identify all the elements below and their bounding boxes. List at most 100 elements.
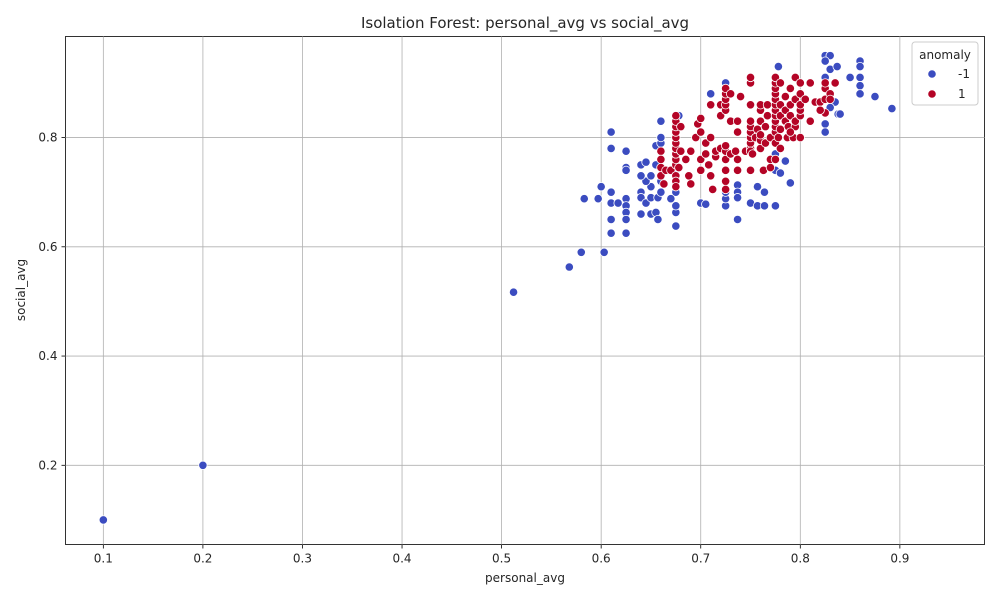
data-point (701, 149, 711, 159)
data-point (770, 201, 781, 211)
x-axis-ticks: 0.1 0.2 0.3 0.4 0.5 0.6 0.7 0.8 0.9 (94, 544, 909, 566)
data-point (646, 171, 656, 181)
data-point (730, 146, 741, 156)
data-point (696, 113, 706, 124)
data-point (676, 122, 686, 132)
data-point (745, 116, 756, 126)
data-point (820, 127, 830, 137)
data-point (759, 201, 770, 211)
data-point (596, 182, 606, 192)
data-point (721, 141, 731, 151)
data-point (674, 162, 684, 173)
data-point (593, 194, 603, 204)
plot-area (65, 36, 985, 545)
data-point (636, 171, 646, 181)
data-point (701, 199, 711, 209)
data-point (706, 89, 716, 99)
data-point (773, 61, 783, 72)
data-point (636, 209, 646, 219)
data-point (775, 124, 785, 134)
y-tick-label: 0.8 (38, 131, 57, 145)
legend-marker (927, 69, 937, 79)
data-point (870, 91, 880, 102)
data-point (656, 187, 666, 197)
legend-title: anomaly (919, 48, 971, 62)
legend-marker (927, 89, 937, 99)
data-point (805, 78, 815, 88)
data-point (613, 198, 623, 208)
legend: anomaly -1 1 (911, 41, 979, 106)
data-point (579, 194, 589, 204)
data-point (775, 78, 785, 88)
data-point (564, 262, 574, 272)
data-point (770, 154, 781, 165)
data-point (785, 83, 795, 93)
data-point (621, 228, 631, 238)
data-point (775, 143, 785, 154)
data-point (732, 165, 743, 175)
x-axis-label: personal_avg (485, 571, 565, 585)
data-point (759, 187, 770, 197)
data-point (684, 171, 694, 181)
data-point (666, 194, 676, 204)
data-point (676, 146, 686, 156)
data-point (606, 187, 616, 197)
data-point (671, 221, 681, 231)
data-point (656, 154, 666, 165)
data-point (681, 154, 691, 165)
data-point (686, 179, 696, 189)
data-point (721, 176, 731, 186)
data-point (706, 100, 716, 110)
data-point (855, 61, 865, 72)
data-point (726, 89, 736, 99)
data-point (706, 132, 716, 143)
data-point (696, 165, 706, 175)
data-point (606, 214, 616, 225)
data-point (832, 61, 842, 72)
data-point (855, 89, 865, 99)
data-point (762, 111, 773, 121)
data-point (656, 116, 666, 126)
data-point (805, 116, 815, 126)
data-point (599, 247, 609, 257)
data-point (732, 154, 743, 165)
data-point (815, 105, 825, 115)
data-point (198, 460, 208, 470)
y-tick-label: 0.2 (38, 458, 57, 472)
data-point (721, 184, 731, 195)
data-point (825, 94, 835, 104)
data-point (732, 193, 743, 203)
data-point (671, 182, 681, 192)
x-tick-label: 0.3 (293, 552, 312, 566)
data-point (785, 127, 795, 137)
x-tick-label: 0.9 (890, 552, 909, 566)
data-point (745, 72, 756, 83)
data-point (653, 214, 663, 225)
data-point (760, 122, 771, 132)
data-point (641, 157, 651, 167)
legend-label: -1 (958, 67, 970, 81)
data-point (98, 515, 108, 525)
legend-box (911, 41, 979, 106)
data-point (747, 149, 758, 159)
data-point (800, 94, 810, 104)
data-point (576, 247, 586, 257)
data-point (835, 109, 845, 119)
data-point (621, 214, 631, 225)
data-point (752, 182, 763, 192)
data-point (606, 143, 616, 154)
data-point (606, 228, 616, 238)
data-point (845, 72, 855, 83)
x-tick-label: 0.8 (791, 552, 810, 566)
data-point (755, 130, 766, 140)
data-point (708, 184, 718, 195)
x-tick-label: 0.1 (94, 552, 113, 566)
data-point (732, 127, 743, 137)
data-point (762, 100, 773, 110)
data-point (855, 81, 865, 91)
data-point (659, 179, 669, 189)
x-tick-label: 0.4 (392, 552, 411, 566)
data-point (508, 287, 519, 297)
data-point (855, 72, 865, 83)
